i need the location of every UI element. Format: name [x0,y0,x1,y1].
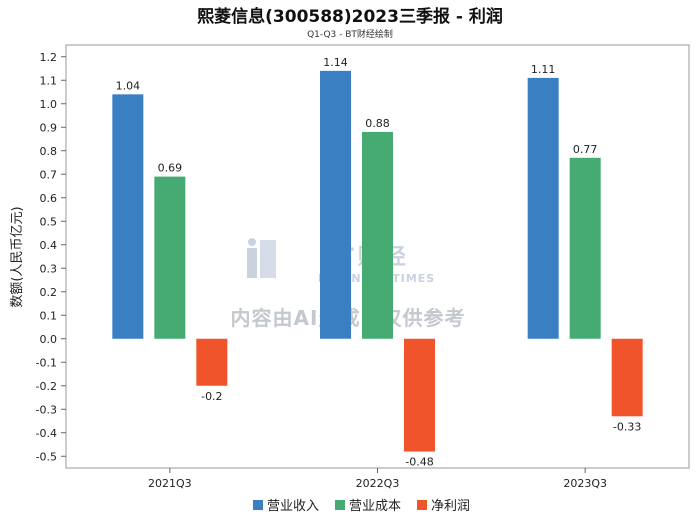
data-label: 1.14 [323,56,348,69]
legend: 营业收入 营业成本 净利润 [253,499,470,514]
bar-营业成本-2021Q3 [154,176,186,339]
y-tick-label: -0.4 [36,427,57,440]
y-tick-label: 0.1 [40,309,58,322]
x-tick-label: 2023Q3 [563,477,607,490]
y-tick-label: 1.0 [40,98,58,111]
y-tick-label: -0.5 [36,450,57,463]
y-tick-label: 0.5 [40,215,58,228]
data-label: 1.11 [531,63,556,76]
x-axis: 2021Q3 2022Q3 2023Q3 [148,468,607,490]
y-tick-label: 0.6 [40,192,58,205]
data-label: -0.2 [201,390,222,403]
x-tick-label: 2022Q3 [356,477,400,490]
bar-营业收入-2021Q3 [112,94,144,339]
chart-title: 熙菱信息(300588)2023三季报 - 利润 [197,6,503,27]
legend-item-label: 营业收入 [267,499,319,514]
y-tick-label: -0.3 [36,403,57,416]
bars: 1.04 0.69 -0.2 1.14 0.88 -0.48 1.11 0.77 -0.33 [112,56,643,469]
legend-swatch [335,500,345,510]
y-tick-label: 0.3 [40,262,58,275]
x-tick-label: 2021Q3 [148,477,192,490]
watermark-logo-icon [247,238,276,278]
bar-营业收入-2022Q3 [320,70,351,339]
data-label: 0.77 [573,143,598,156]
bar-营业成本-2022Q3 [362,131,393,339]
y-tick-label: 0.4 [40,239,58,252]
y-tick-label: -0.2 [36,380,57,393]
bar-营业成本-2023Q3 [569,157,601,339]
bar-净利润-2023Q3 [611,338,643,417]
bar-净利润-2022Q3 [404,338,435,452]
y-axis: -0.5 -0.4 -0.3 -0.2 -0.1 0.0 0.1 0.2 0.3 0.4 0.5 0.… [36,51,66,463]
y-tick-label: -0.1 [36,356,57,369]
data-label: -0.33 [613,420,641,433]
y-tick-label: 1.2 [40,51,58,64]
y-tick-label: 0.2 [40,286,58,299]
legend-swatch [253,500,263,510]
y-tick-label: 0.8 [40,145,58,158]
y-axis-label: 数额(人民币亿元) [10,206,25,307]
legend-item-label: 营业成本 [349,499,401,514]
y-tick-label: 0.9 [40,121,58,134]
y-tick-label: 0.0 [40,333,58,346]
bar-净利润-2021Q3 [196,338,228,386]
y-tick-label: 1.1 [40,74,58,87]
data-label: 0.88 [365,117,390,130]
data-label: 1.04 [116,79,141,92]
legend-item-label: 净利润 [431,499,470,514]
legend-swatch [417,500,427,510]
bar-营业收入-2023Q3 [527,77,559,339]
data-label: 0.69 [158,162,183,175]
chart-subtitle: Q1-Q3 - BT财经绘制 [307,28,393,40]
y-tick-label: 0.7 [40,168,58,181]
data-label: -0.48 [405,456,433,469]
